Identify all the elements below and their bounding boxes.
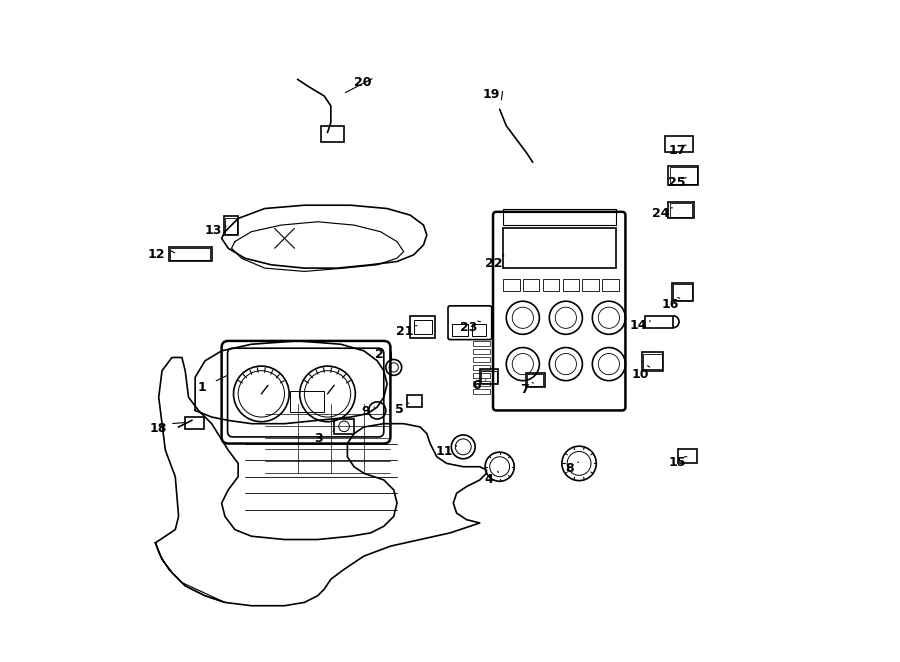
Text: 13: 13	[204, 224, 221, 237]
Bar	[473, 357, 490, 362]
FancyBboxPatch shape	[228, 348, 383, 437]
Bar	[679, 449, 697, 463]
Bar	[523, 279, 539, 291]
Text: 8: 8	[565, 462, 573, 475]
Bar	[665, 136, 693, 152]
Bar	[645, 316, 673, 328]
Bar	[480, 369, 499, 384]
Text: 21: 21	[396, 324, 414, 338]
Bar	[225, 218, 237, 234]
Bar	[290, 391, 324, 412]
Bar	[503, 279, 519, 291]
Bar	[671, 283, 693, 301]
Text: 11: 11	[436, 445, 454, 458]
Text: 12: 12	[148, 248, 166, 261]
Bar	[223, 216, 238, 235]
FancyBboxPatch shape	[221, 341, 391, 444]
Bar	[185, 417, 203, 429]
Bar	[670, 167, 697, 184]
Bar	[168, 247, 212, 261]
Text: 15: 15	[669, 455, 687, 469]
Text: 10: 10	[631, 367, 649, 381]
Bar	[527, 374, 544, 386]
Text: 24: 24	[652, 207, 670, 220]
Bar	[644, 354, 662, 369]
Text: 5: 5	[395, 402, 404, 416]
Bar	[473, 389, 490, 394]
Bar	[526, 373, 544, 387]
Bar	[669, 166, 698, 185]
Bar	[414, 320, 432, 334]
Bar	[670, 203, 692, 217]
Bar	[473, 381, 490, 386]
Text: 4: 4	[484, 473, 493, 487]
Bar	[582, 279, 599, 291]
Text: 20: 20	[354, 76, 372, 89]
Bar	[642, 352, 663, 371]
Bar	[503, 228, 616, 268]
Bar	[473, 333, 490, 338]
Text: 25: 25	[669, 176, 686, 189]
Bar	[602, 279, 619, 291]
Bar	[407, 395, 421, 407]
Text: 6: 6	[472, 379, 481, 392]
Text: 1: 1	[197, 381, 206, 394]
Text: 18: 18	[149, 422, 166, 436]
Bar	[410, 316, 436, 338]
Text: 23: 23	[460, 320, 477, 334]
Text: 2: 2	[374, 348, 383, 361]
Text: 14: 14	[629, 319, 647, 332]
Text: 7: 7	[520, 383, 528, 396]
Bar	[473, 365, 490, 370]
Text: 9: 9	[361, 405, 370, 418]
Bar	[562, 279, 579, 291]
Bar	[503, 209, 616, 225]
Bar	[473, 373, 490, 378]
Bar	[543, 279, 559, 291]
Bar	[473, 341, 490, 346]
Text: 17: 17	[669, 144, 686, 157]
Bar	[321, 126, 344, 142]
Bar	[170, 248, 211, 260]
Text: 19: 19	[482, 87, 500, 101]
FancyBboxPatch shape	[493, 212, 626, 410]
Bar	[673, 284, 691, 300]
Text: 16: 16	[662, 298, 680, 311]
Bar	[452, 324, 468, 336]
Text: 3: 3	[315, 432, 323, 445]
Text: 22: 22	[485, 257, 502, 270]
FancyBboxPatch shape	[448, 306, 491, 340]
Bar	[669, 202, 694, 218]
Bar	[334, 419, 354, 434]
Bar	[473, 349, 490, 354]
Bar	[472, 324, 486, 336]
Bar	[482, 371, 497, 383]
